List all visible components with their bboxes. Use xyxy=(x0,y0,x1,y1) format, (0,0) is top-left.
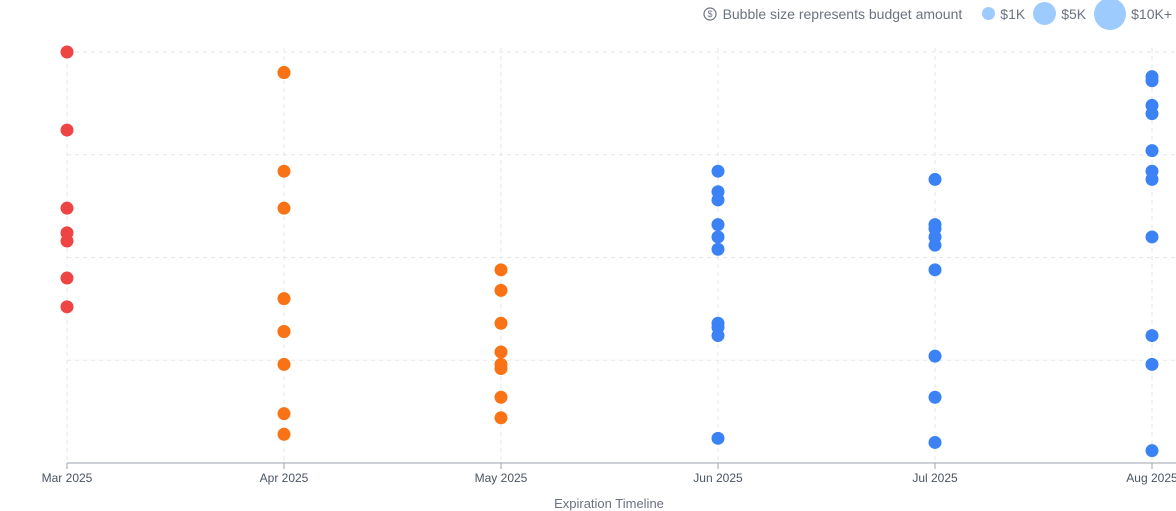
data-point[interactable] xyxy=(277,427,291,441)
data-point[interactable] xyxy=(1145,444,1159,458)
legend-size-label: $5K xyxy=(1061,5,1087,22)
size-dot-small xyxy=(982,7,996,20)
data-point[interactable] xyxy=(928,390,942,404)
data-point[interactable] xyxy=(1145,329,1159,343)
data-point[interactable] xyxy=(1145,107,1159,121)
data-point[interactable] xyxy=(277,201,291,215)
data-point[interactable] xyxy=(711,218,725,232)
data-point[interactable] xyxy=(928,435,942,449)
x-tick-label: Apr 2025 xyxy=(260,471,309,485)
data-point[interactable] xyxy=(711,431,725,445)
data-point[interactable] xyxy=(494,283,508,297)
data-point[interactable] xyxy=(711,230,725,244)
size-dot-medium xyxy=(1033,2,1057,25)
data-point[interactable] xyxy=(60,234,74,248)
svg-text:$: $ xyxy=(707,9,712,19)
data-point[interactable] xyxy=(928,172,942,186)
data-point[interactable] xyxy=(277,292,291,306)
data-point[interactable] xyxy=(494,361,508,375)
data-point[interactable] xyxy=(1145,74,1159,88)
data-point[interactable] xyxy=(494,390,508,404)
x-tick-label: Jul 2025 xyxy=(912,471,958,485)
legend-size-large: $10K+ xyxy=(1094,0,1172,30)
data-point[interactable] xyxy=(60,45,74,59)
data-point[interactable] xyxy=(1145,144,1159,158)
x-tick-label: Aug 2025 xyxy=(1126,471,1176,485)
data-point[interactable] xyxy=(494,411,508,425)
x-axis: Mar 2025 Apr 2025 May 2025 Jun 2025 Jul 2025… xyxy=(42,462,1176,485)
x-tick-label: Mar 2025 xyxy=(42,471,93,485)
data-point[interactable] xyxy=(277,164,291,178)
legend-note-text: Bubble size represents budget amount xyxy=(722,5,963,22)
data-point[interactable] xyxy=(711,193,725,207)
dollar-circle-icon: $ xyxy=(702,6,717,21)
data-points xyxy=(60,45,1159,458)
data-point[interactable] xyxy=(928,349,942,363)
data-point[interactable] xyxy=(1145,230,1159,244)
x-axis-title: Expiration Timeline xyxy=(554,496,664,511)
data-point[interactable] xyxy=(711,242,725,256)
data-point[interactable] xyxy=(1145,172,1159,186)
legend-size-medium: $5K xyxy=(1033,2,1086,25)
data-point[interactable] xyxy=(1145,357,1159,371)
data-point[interactable] xyxy=(277,66,291,80)
size-dot-large xyxy=(1094,0,1127,30)
data-point[interactable] xyxy=(277,407,291,421)
legend-note: $ Bubble size represents budget amount xyxy=(702,5,963,22)
data-point[interactable] xyxy=(711,164,725,178)
data-point[interactable] xyxy=(277,324,291,338)
data-point[interactable] xyxy=(928,238,942,252)
legend-size-small: $1K xyxy=(982,6,1025,22)
data-point[interactable] xyxy=(60,201,74,215)
data-point[interactable] xyxy=(711,329,725,343)
data-point[interactable] xyxy=(277,357,291,371)
legend-size-label: $1K xyxy=(1000,5,1026,22)
data-point[interactable] xyxy=(494,263,508,277)
chart-legend: $ Bubble size represents budget amount $… xyxy=(702,0,1176,30)
data-point[interactable] xyxy=(494,345,508,359)
legend-size-label: $10K+ xyxy=(1131,5,1172,22)
x-tick-label: Jun 2025 xyxy=(693,471,743,485)
data-point[interactable] xyxy=(928,263,942,277)
data-point[interactable] xyxy=(60,123,74,137)
chart-grid xyxy=(66,48,1176,463)
x-tick-label: May 2025 xyxy=(475,471,528,485)
data-point[interactable] xyxy=(494,316,508,330)
data-point[interactable] xyxy=(60,300,74,314)
data-point[interactable] xyxy=(60,271,74,285)
